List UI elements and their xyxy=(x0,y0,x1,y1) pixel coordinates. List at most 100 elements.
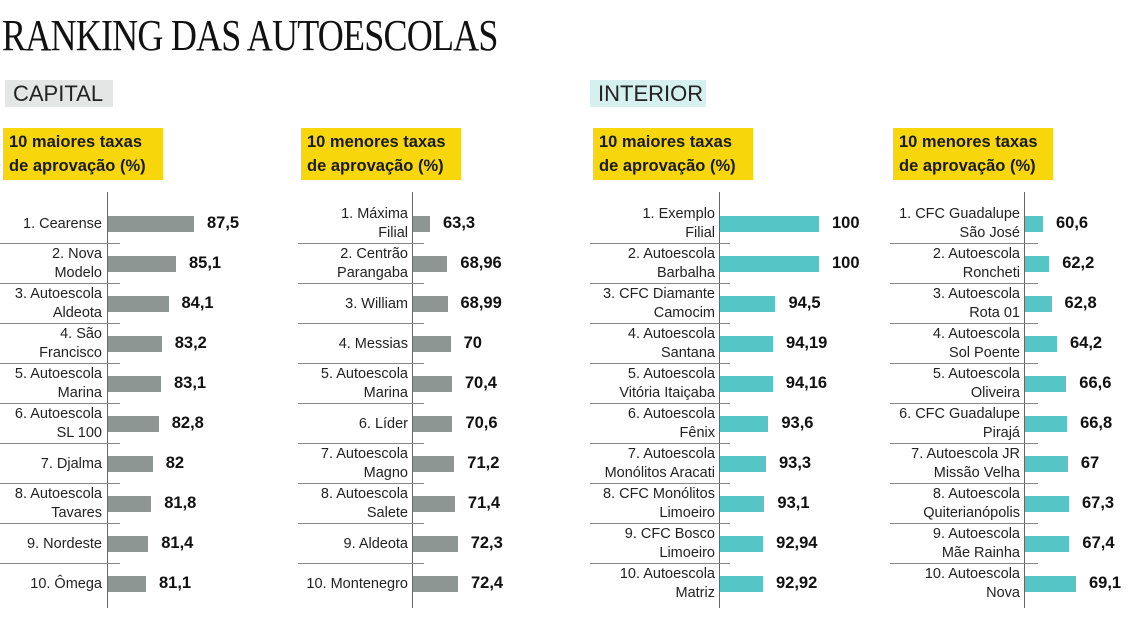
chart-interior-menores: 10 menores taxas de aprovação (%) 1. CFC G… xyxy=(890,0,1140,618)
value-label: 82,8 xyxy=(171,414,204,432)
bar-row: 7. Autoescola Monólitos Aracati 93,3 xyxy=(590,444,880,484)
row-divider xyxy=(298,483,424,484)
chart-interior-maiores: 10 maiores taxas de aprovação (%) 1. Exemp… xyxy=(590,0,880,618)
bar-row: 4. Messias 70 xyxy=(298,324,588,364)
row-divider xyxy=(298,403,424,404)
category-label: 10. Autoescola Nova xyxy=(924,566,1020,601)
row-divider xyxy=(590,563,730,564)
row-divider xyxy=(890,403,1038,404)
value-label: 93,1 xyxy=(777,494,810,512)
category-label: 3. Autoescola Aldeota xyxy=(14,286,102,321)
bar-row: 10. Montenegro 72,4 xyxy=(298,564,588,604)
value-label: 67 xyxy=(1080,454,1100,472)
section-capital: CAPITAL xyxy=(5,80,113,107)
bar xyxy=(413,296,448,312)
bar-row: 7. Djalma 82 xyxy=(0,444,290,484)
category-label: 3. Autoescola Rota 01 xyxy=(932,286,1020,321)
bar-row: 9. CFC Bosco Limoeiro 92,94 xyxy=(590,524,880,564)
axis-line xyxy=(107,192,108,608)
value-label: 81,4 xyxy=(161,534,194,552)
bar xyxy=(413,336,451,352)
bar xyxy=(108,296,169,312)
category-label: 9. CFC Bosco Limoeiro xyxy=(624,526,715,561)
bar xyxy=(1025,456,1068,472)
category-label: 1. Exemplo Filial xyxy=(642,206,715,241)
value-label: 94,19 xyxy=(786,334,828,352)
bar-row: 2. Autoescola Barbalha 100 xyxy=(590,244,880,284)
category-label: 8. Autoescola Tavares xyxy=(14,486,102,521)
row-divider xyxy=(590,523,730,524)
bar-row: 8. CFC Monólitos Limoeiro 93,1 xyxy=(590,484,880,524)
bar xyxy=(720,576,763,592)
value-label: 82 xyxy=(165,454,185,472)
value-label: 100 xyxy=(832,214,860,232)
bar xyxy=(413,416,453,432)
value-label: 70 xyxy=(463,334,482,352)
axis-line xyxy=(719,192,720,608)
row-divider xyxy=(890,323,1038,324)
value-label: 64,2 xyxy=(1069,334,1103,352)
row-divider xyxy=(590,403,730,404)
bar-row: 3. William 68,99 xyxy=(298,284,588,324)
category-label: 3. CFC Diamante Camocim xyxy=(602,286,715,321)
bar-row: 8. Autoescola Quiterianópolis 67,3 xyxy=(890,484,1140,524)
category-label: 5. Autoescola Marina xyxy=(14,366,102,401)
bar-row: 1. Cearense 87,5 xyxy=(0,204,290,244)
bar-row: 2. Autoescola Roncheti 62,2 xyxy=(890,244,1140,284)
row-divider xyxy=(590,363,730,364)
value-label: 92,94 xyxy=(776,534,818,552)
bar-row: 10. Ômega 81,1 xyxy=(0,564,290,604)
row-divider xyxy=(590,443,730,444)
row-divider xyxy=(0,443,120,444)
bar xyxy=(413,496,455,512)
category-label: 6. Líder xyxy=(358,415,408,432)
bar-row: 3. Autoescola Aldeota 84,1 xyxy=(0,284,290,324)
category-label: 2. Centrão Parangaba xyxy=(337,246,408,281)
bar-row: 2. Centrão Parangaba 68,96 xyxy=(298,244,588,284)
value-label: 81,8 xyxy=(164,494,197,512)
row-divider xyxy=(890,243,1038,244)
chart-capital-maiores: 10 maiores taxas de aprovação (%) 1. Ceare… xyxy=(0,0,290,618)
row-divider xyxy=(890,523,1038,524)
bar-row: 3. Autoescola Rota 01 62,8 xyxy=(890,284,1140,324)
chart-title: 10 maiores taxas de aprovação (%) xyxy=(3,128,163,180)
category-label: 7. Autoescola Monólitos Aracati xyxy=(604,446,715,481)
bar-row: 7. Autoescola JR Missão Velha 67 xyxy=(890,444,1140,484)
value-label: 87,5 xyxy=(207,214,240,232)
title-line-2: de aprovação (%) xyxy=(307,157,444,175)
title-line-1: 10 menores taxas xyxy=(899,133,1038,151)
bar-row: 4. Autoescola Sol Poente 64,2 xyxy=(890,324,1140,364)
value-label: 62,8 xyxy=(1064,294,1097,312)
bar xyxy=(720,336,774,352)
row-divider xyxy=(0,243,120,244)
value-label: 67,3 xyxy=(1082,494,1115,512)
bar xyxy=(720,496,765,512)
row-divider xyxy=(298,283,424,284)
row-divider xyxy=(298,563,424,564)
axis-line xyxy=(1024,192,1025,608)
bar-row: 5. Autoescola Marina 70,4 xyxy=(298,364,588,404)
bar-row: 8. Autoescola Tavares 81,8 xyxy=(0,484,290,524)
value-label: 84,1 xyxy=(181,294,214,312)
title-line-2: de aprovação (%) xyxy=(899,157,1036,175)
value-label: 67,4 xyxy=(1082,534,1115,552)
row-divider xyxy=(0,363,120,364)
bar-row: 1. CFC Guadalupe São José 60,6 xyxy=(890,204,1140,244)
bar xyxy=(720,376,773,392)
row-divider xyxy=(590,483,730,484)
row-divider xyxy=(890,443,1038,444)
bar-row: 4. Autoescola Santana 94,19 xyxy=(590,324,880,364)
category-label: 4. Autoescola Santana xyxy=(627,326,715,361)
title-line-1: 10 maiores taxas xyxy=(599,133,733,151)
bar xyxy=(413,536,458,552)
bar-row: 1. Máxima Filial 63,3 xyxy=(298,204,588,244)
category-label: 10. Montenegro xyxy=(306,575,408,592)
category-label: 1. Cearense xyxy=(23,215,102,232)
bar xyxy=(108,256,176,272)
value-label: 94,16 xyxy=(785,374,828,392)
value-label: 93,3 xyxy=(779,454,812,472)
bar xyxy=(108,576,146,592)
category-label: 4. Autoescola Sol Poente xyxy=(932,326,1020,361)
category-label: 7. Autoescola JR Missão Velha xyxy=(911,446,1020,481)
bar xyxy=(720,256,819,272)
